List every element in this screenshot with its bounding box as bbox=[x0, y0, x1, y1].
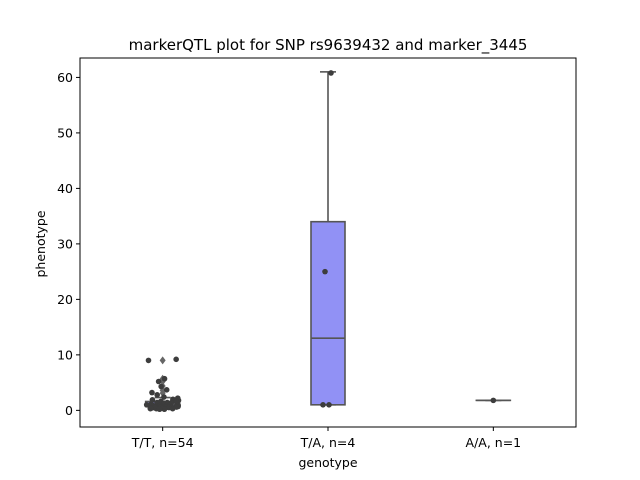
data-point bbox=[163, 387, 170, 393]
data-point bbox=[143, 402, 150, 408]
data-point bbox=[156, 406, 163, 413]
x-tick-label: T/A, n=4 bbox=[300, 435, 356, 450]
y-tick-label: 10 bbox=[57, 347, 73, 362]
data-point bbox=[145, 357, 152, 364]
box-body bbox=[310, 220, 346, 406]
data-point bbox=[161, 375, 168, 382]
y-tick-label: 30 bbox=[57, 236, 73, 251]
y-axis-label: phenotype bbox=[33, 210, 48, 277]
box-outlier bbox=[159, 356, 166, 365]
data-point bbox=[158, 383, 164, 390]
data-point bbox=[147, 405, 154, 412]
y-tick-label: 50 bbox=[57, 125, 73, 140]
plot-area bbox=[79, 57, 577, 428]
data-point bbox=[161, 406, 168, 413]
data-point bbox=[155, 378, 162, 385]
data-point bbox=[149, 389, 155, 396]
data-point bbox=[154, 392, 160, 398]
x-axis-label: genotype bbox=[298, 455, 357, 470]
data-point bbox=[328, 70, 334, 76]
data-point bbox=[149, 397, 156, 403]
x-tick-label: A/A, n=1 bbox=[466, 435, 522, 450]
data-point bbox=[490, 397, 497, 404]
data-point bbox=[322, 268, 328, 275]
data-point bbox=[173, 356, 179, 363]
chart-title: markerQTL plot for SNP rs9639432 and mar… bbox=[129, 36, 528, 55]
y-tick-label: 60 bbox=[57, 70, 73, 85]
data-point bbox=[161, 394, 167, 400]
x-axis: T/T, n=54 T/A, n=4 A/A, n=1 bbox=[131, 427, 521, 450]
data-point bbox=[320, 402, 326, 408]
y-axis: 0 10 20 30 40 50 60 bbox=[57, 70, 80, 418]
y-tick-label: 40 bbox=[57, 181, 73, 196]
x-tick-label: T/T, n=54 bbox=[131, 435, 194, 450]
y-tick-label: 20 bbox=[57, 292, 73, 307]
y-tick-label: 0 bbox=[65, 403, 73, 418]
data-point bbox=[326, 402, 332, 408]
data-point bbox=[169, 405, 176, 412]
